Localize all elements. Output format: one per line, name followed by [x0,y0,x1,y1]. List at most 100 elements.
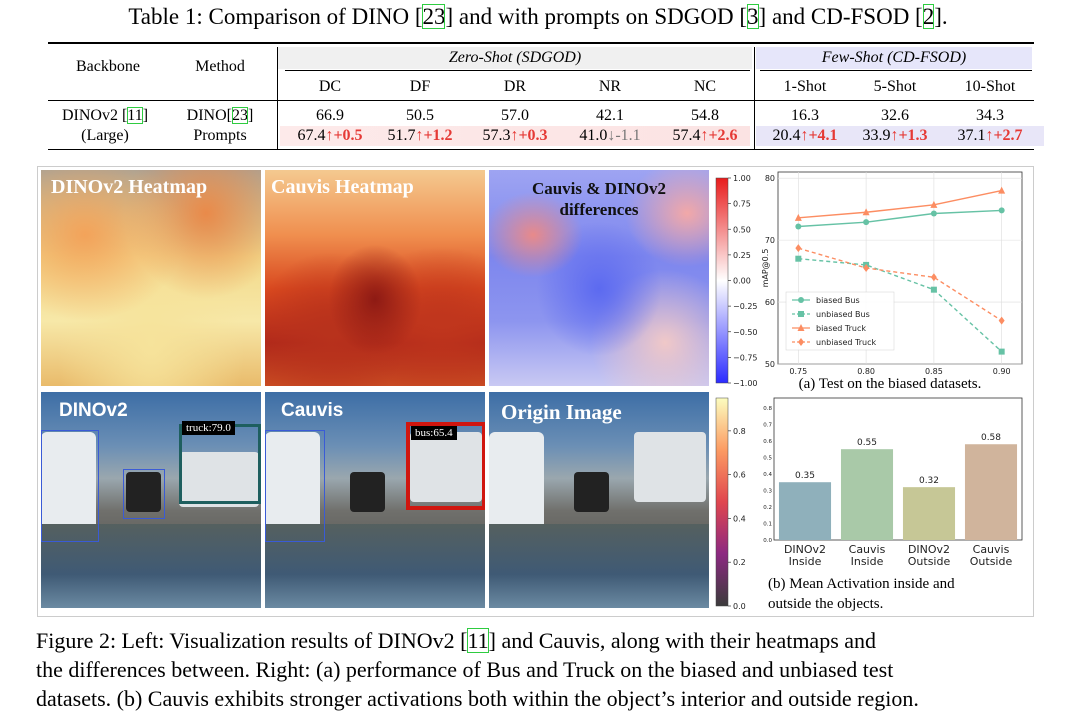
table-cell: 57.3↑+0.3 [470,126,560,146]
cauvis-detection-panel: bus:65.4 Cauvis [265,392,485,608]
x-tick-label: Cauvis [849,543,886,556]
cell-delta: ↑+4.1 [800,127,838,144]
legend-label: biased Truck [816,324,866,333]
line-chart: 0.75 0.80 0.85 0.90 50 60 70 80 mAP@0.5 biased Bu… [761,171,1023,392]
data-point [862,208,870,216]
y-tick-label: 50 [765,360,775,369]
header-backbone: Backbone [76,58,140,75]
legend-label: unbiased Truck [816,338,877,347]
colorbar-tick-label: 0.8 [733,427,746,436]
bar [840,449,894,540]
colorbar-tick-label: 0.2 [733,558,746,567]
table-cell: 57.4↑+2.6 [660,126,750,146]
y-tick-label: 0.3 [763,488,772,494]
chart-title: (b) Mean Activation inside and [768,576,955,592]
table-cell: 42.1 [596,107,624,124]
colorbar-tick-label: −0.75 [733,353,758,362]
road [489,524,709,608]
difference-panel: Cauvis & DINOv2 differences [489,170,709,386]
legend-box [785,291,895,351]
data-point [797,324,805,331]
citation-link[interactable]: 3 [747,4,759,29]
y-tick-label: 0.6 [763,439,772,445]
table-cell: 66.9 [316,107,344,124]
colorbar-tick-label: −0.50 [733,328,758,337]
x-tick-label: Outside [908,555,951,568]
data-point [798,338,804,346]
bus [410,432,482,502]
column-header: DR [503,78,527,95]
table-cell: 41.0↓-1.1 [565,126,655,146]
y-tick-label: 80 [765,174,775,183]
zero-shot-rule [285,70,750,71]
cell-value: 37.1 [957,127,986,144]
few-shot-rule [760,70,1032,71]
data-point [998,316,1005,325]
colorbar-tick-label: 0.25 [733,251,751,260]
cell-value: 33.9 [862,127,891,144]
chart-title: outside the objects. [768,596,883,612]
cell-delta: ↑+1.3 [890,127,928,144]
x-tick-label: 0.85 [925,367,943,376]
table-cell: 37.1↑+2.7 [945,126,1035,146]
y-tick-label: 0.2 [763,505,772,511]
cell-delta: ↑+2.7 [985,127,1023,144]
dino-heatmap-panel: DINOv2 Heatmap [41,170,261,386]
data-point [794,213,802,221]
cell-value: 67.4 [297,127,326,144]
bus [634,432,706,502]
prompts-row-bg-few [756,126,1044,146]
table-cell: 33.9↑+1.3 [850,126,940,146]
bar-chart: 0.00.10.20.30.40.50.60.70.80.35DINOv2Ins… [763,397,1023,612]
cell-delta: ↑+0.3 [510,127,548,144]
few-shot-header-bg [756,47,1032,69]
road [265,524,485,608]
group-header-few-shot: Few-Shot (CD-FSOD) [821,49,967,66]
data-point [798,297,804,303]
colorbar-tick-label: 0.0 [733,602,746,610]
x-tick-label: Outside [970,555,1013,568]
cell-delta: ↓-1.1 [607,127,641,144]
table-mid-rule [48,100,1034,101]
cell-value: 51.7 [387,127,416,144]
detection-label: bus:65.4 [411,426,457,440]
data-point [998,186,1006,194]
legend-label: unbiased Bus [816,310,870,319]
bar [964,444,1018,540]
column-header: 1-Shot [783,78,827,95]
method-prompts: Prompts [193,127,247,144]
citation-link[interactable]: 23 [422,4,446,29]
x-tick-label: 0.90 [993,367,1011,376]
series-line [798,189,1002,219]
bar-value-label: 0.35 [795,471,815,481]
chart-title: (a) Test on the biased datasets. [799,376,982,392]
car [126,472,161,512]
car [350,472,385,512]
backbone-name: DINOv2 [11] [61,107,149,124]
y-tick-label: 0.4 [763,472,772,478]
citation-link[interactable]: 11 [467,628,489,653]
table-cell: 16.3 [791,107,819,124]
detection-box-bus [406,422,485,510]
column-header: 5-Shot [873,78,917,95]
table-divider [754,47,755,149]
backbone-size: (Large) [81,127,129,144]
y-tick-label: 60 [765,298,775,307]
table-cell: 67.4↑+0.5 [285,126,375,146]
data-point [863,264,870,272]
table-cell: 54.8 [691,107,719,124]
figure-frame [37,166,1034,617]
origin-image-panel: Origin Image [489,392,709,608]
group-header-zero-shot: Zero-Shot (SDGOD) [448,49,582,66]
citation-link[interactable]: 11 [127,107,143,124]
panel-title: Origin Image [501,400,622,424]
y-tick-label: 0.1 [763,521,772,527]
cell-delta: ↑+0.5 [325,127,363,144]
colorbar-tick-label: 0.75 [733,200,751,209]
panel-title: Cauvis & DINOv2 differences [531,179,667,219]
citation-link[interactable]: 2 [922,4,935,29]
colorbar-tick-label: 0.4 [733,514,746,523]
citation-link[interactable]: 23 [232,107,248,124]
table-cell: 34.3 [976,107,1004,124]
column-header: 10-Shot [964,78,1016,95]
